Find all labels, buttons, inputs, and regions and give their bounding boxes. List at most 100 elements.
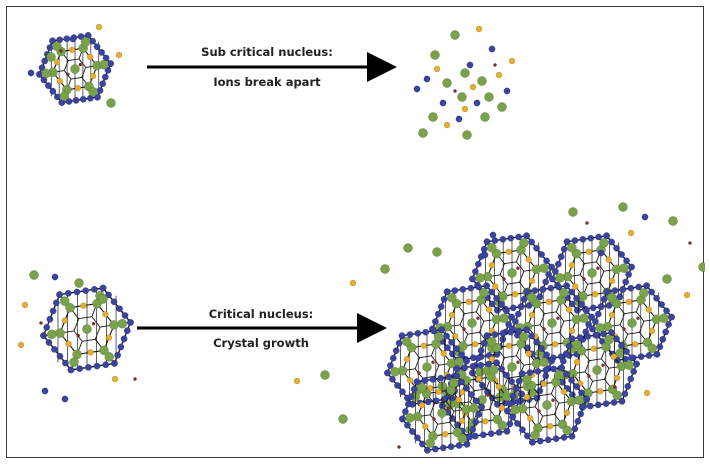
blue-ion	[117, 343, 125, 351]
blue-ion	[383, 369, 391, 377]
blue-ion	[421, 377, 429, 384]
green-ion	[46, 329, 57, 340]
blue-ion	[557, 253, 565, 261]
blue-ion	[563, 282, 571, 290]
blue-ion	[499, 329, 507, 337]
blue-ion	[628, 354, 636, 362]
blue-ion	[503, 371, 511, 379]
blue-ion	[408, 428, 416, 435]
blue-ion	[518, 426, 526, 434]
blue-ion	[515, 233, 523, 241]
blue-ion	[558, 364, 566, 372]
green-ion	[430, 50, 440, 60]
blue-ion	[443, 344, 451, 352]
yellow-ion	[475, 375, 483, 383]
blue-ion	[605, 302, 613, 309]
blue-ion	[528, 238, 536, 246]
blue-ion	[483, 238, 491, 246]
blue-ion	[466, 433, 474, 441]
yellow-ion	[528, 277, 536, 285]
green-ion	[51, 41, 62, 52]
yellow-ion	[551, 340, 559, 348]
blue-ion	[580, 403, 588, 410]
green-ion	[566, 242, 577, 253]
blue-ion	[76, 365, 84, 373]
blue-ion	[480, 339, 488, 347]
blue-ion	[438, 326, 446, 334]
red-ion	[59, 49, 63, 53]
growth-crystal-cell	[553, 329, 641, 411]
blue-ion	[533, 338, 541, 346]
green-ion	[65, 302, 75, 313]
yellow-ion	[608, 277, 616, 285]
green-ion	[518, 331, 529, 342]
green-ion	[401, 336, 412, 347]
green-ion	[55, 328, 65, 338]
blue-ion	[480, 245, 488, 253]
yellow-ion	[523, 393, 531, 401]
blue-ion	[507, 234, 515, 242]
green-ion	[80, 37, 91, 47]
blue-ion	[99, 284, 107, 292]
blue-ion	[395, 339, 403, 347]
blue-ion	[613, 335, 621, 343]
blue-ion	[414, 329, 422, 337]
blue-ion	[455, 442, 463, 449]
blue-ion	[101, 73, 109, 81]
blue-ion	[41, 57, 49, 65]
figure-frame: Sub critical nucleus: Ions break apart C…	[6, 6, 705, 458]
yellow-ion	[80, 302, 87, 309]
blue-ion	[533, 244, 541, 252]
blue-ion	[455, 115, 463, 123]
blue-ion	[93, 362, 101, 370]
green-ion	[425, 438, 436, 449]
yellow-ion	[631, 340, 639, 348]
blue-ion	[443, 332, 451, 340]
green-ion	[574, 395, 584, 406]
green-ion	[98, 294, 108, 304]
blue-ion	[38, 64, 46, 72]
green-ion	[98, 59, 109, 70]
green-ion	[475, 272, 485, 283]
yellow-ion	[89, 72, 97, 80]
yellow-ion	[53, 58, 61, 66]
blue-ion	[565, 342, 573, 350]
blue-ion	[439, 444, 447, 452]
blue-ion	[508, 378, 516, 385]
blue-ion	[495, 429, 503, 436]
yellow-ion	[115, 51, 123, 59]
blue-ion	[592, 331, 600, 339]
green-ion	[74, 278, 84, 288]
yellow-ion	[65, 340, 72, 347]
blue-ion	[623, 257, 631, 265]
growth-crystal-cell	[383, 326, 471, 408]
blue-ion	[591, 318, 599, 325]
blue-ion	[560, 245, 568, 253]
green-ion	[558, 287, 569, 298]
green-ion	[499, 313, 509, 324]
blue-ion	[114, 351, 122, 359]
blue-ion	[453, 345, 461, 352]
blue-ion	[413, 85, 421, 93]
blue-ion	[430, 327, 438, 335]
blue-ion	[568, 376, 576, 384]
blue-ion	[49, 307, 57, 315]
red-ion	[91, 321, 96, 326]
green-ion	[488, 364, 499, 375]
yellow-ion	[488, 261, 496, 269]
blue-ion	[635, 283, 643, 291]
blue-ion	[84, 363, 92, 371]
green-ion	[579, 313, 589, 324]
blue-ion	[473, 397, 481, 405]
blue-ion	[102, 361, 110, 369]
red-ion	[502, 277, 506, 281]
blue-ion	[61, 395, 69, 403]
red-ion	[486, 393, 490, 398]
blue-ion	[493, 294, 501, 302]
yellow-ion	[111, 375, 119, 383]
blue-ion	[51, 345, 58, 353]
blue-ion	[597, 249, 605, 257]
blue-ion	[388, 375, 396, 383]
blue-ion	[531, 287, 539, 294]
blue-ion	[503, 87, 511, 95]
